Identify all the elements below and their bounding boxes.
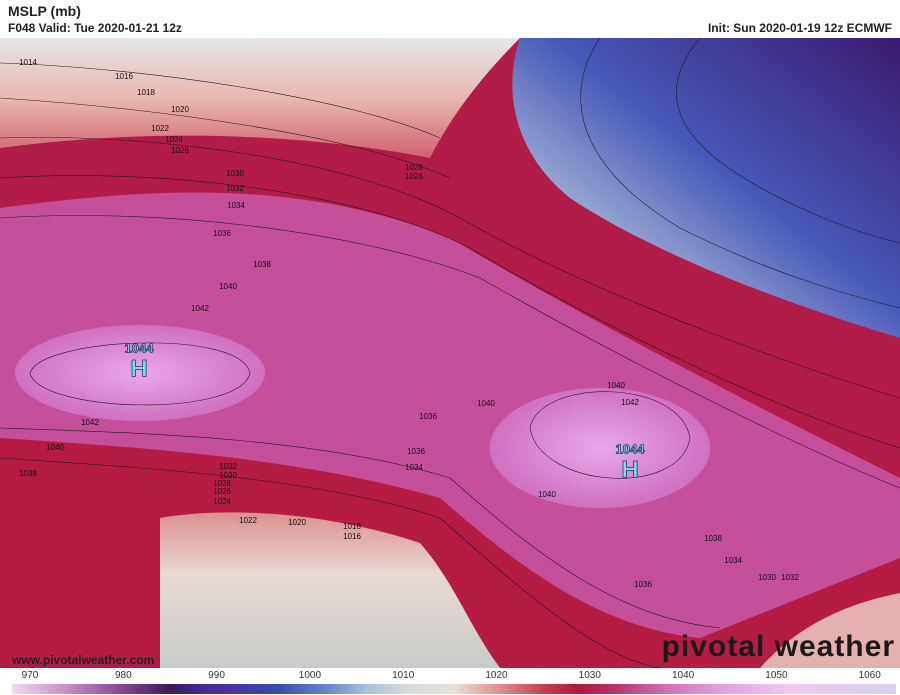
high-value: 1044 (616, 441, 646, 456)
colorbar-tick-label: 1050 (765, 670, 788, 681)
isobar-label: 1016 (343, 532, 361, 541)
isobar-label: 1034 (227, 201, 245, 210)
isobar-label: 1024 (165, 135, 183, 144)
isobar-label: 1042 (191, 304, 209, 313)
isobar-label: 1018 (343, 522, 361, 531)
colorbar-tick-label: 1020 (485, 670, 508, 681)
low-pressure-ne (512, 38, 900, 338)
isobar-label: 1036 (634, 580, 652, 589)
isobar-label: 1014 (19, 58, 37, 67)
isobar-label: 1022 (239, 516, 257, 525)
isobars (0, 38, 900, 668)
isobar-label: 1032 (219, 462, 237, 471)
isobar-label: 1040 (477, 399, 495, 408)
footer-url: www.pivotalweather.com (11, 653, 154, 667)
colorbar-tick-label: 1030 (578, 670, 601, 681)
isobar-label: 1032 (781, 573, 799, 582)
isobar-label: 1030 (758, 573, 776, 582)
isobar-label: 1034 (405, 463, 423, 472)
lower-pressure-nw (0, 38, 520, 158)
isobar-label: 1028 (405, 163, 423, 172)
isobar-label: 1036 (213, 229, 231, 238)
isobar-label: 1024 (213, 497, 231, 506)
logo: pivotal weather (662, 630, 895, 663)
isobar-label: 1030 (219, 471, 237, 480)
high-symbol: H (621, 456, 638, 483)
isobar-label: 1040 (219, 282, 237, 291)
isobar-label: 1040 (46, 443, 64, 452)
isobar-label: 1030 (226, 169, 244, 178)
isobar-label: 1026 (405, 172, 423, 181)
colorbar-tick-label: 1000 (298, 670, 322, 681)
init-time: Init: Sun 2020-01-19 12z ECMWF (707, 21, 892, 35)
isobar-label: 1032 (226, 184, 244, 193)
lower-pressure-se (760, 593, 900, 668)
colorbar-tick-label: 990 (208, 670, 225, 681)
valid-time: F048 Valid: Tue 2020-01-21 12z (8, 21, 182, 35)
isobar-label: 1042 (621, 398, 639, 407)
isobar-label: 1020 (171, 105, 189, 114)
high-core-west (15, 325, 265, 421)
colorbar-tick-label: 980 (114, 670, 132, 681)
map-title: MSLP (mb) (8, 3, 81, 19)
colorbar-tick-label: 1010 (392, 670, 415, 681)
isobar-label: 1026 (213, 487, 231, 496)
colorbar-tick-label: 1040 (671, 670, 695, 681)
map: 1014101610181020102210241026103010321034… (0, 38, 900, 668)
high-value: 1044 (125, 340, 155, 355)
isobar-label: 1022 (151, 124, 169, 133)
isobar-label: 1040 (538, 490, 556, 499)
high-core-east (490, 388, 710, 508)
colorbar-tick-label: 1060 (858, 670, 881, 681)
isobar-label: 1026 (171, 146, 189, 155)
isobar-label: 1038 (19, 469, 37, 478)
lower-pressure-south (160, 512, 500, 668)
isobar-label: 1020 (288, 518, 306, 527)
isobar-label: 1018 (137, 88, 155, 97)
isobar-label: 1040 (607, 381, 625, 390)
isobar-label: 1034 (724, 556, 742, 565)
isobar-label: 1042 (81, 418, 99, 427)
colorbar (12, 684, 896, 694)
isobar-label: 1016 (115, 72, 133, 81)
isobar-label: 1036 (407, 447, 425, 456)
high-symbol: H (130, 355, 147, 382)
isobar-label: 1038 (704, 534, 722, 543)
isobar-label: 1036 (419, 412, 437, 421)
isobar-label: 1038 (253, 260, 271, 269)
isobar-label: 1028 (213, 479, 231, 488)
colorbar-tick-label: 970 (21, 670, 39, 681)
